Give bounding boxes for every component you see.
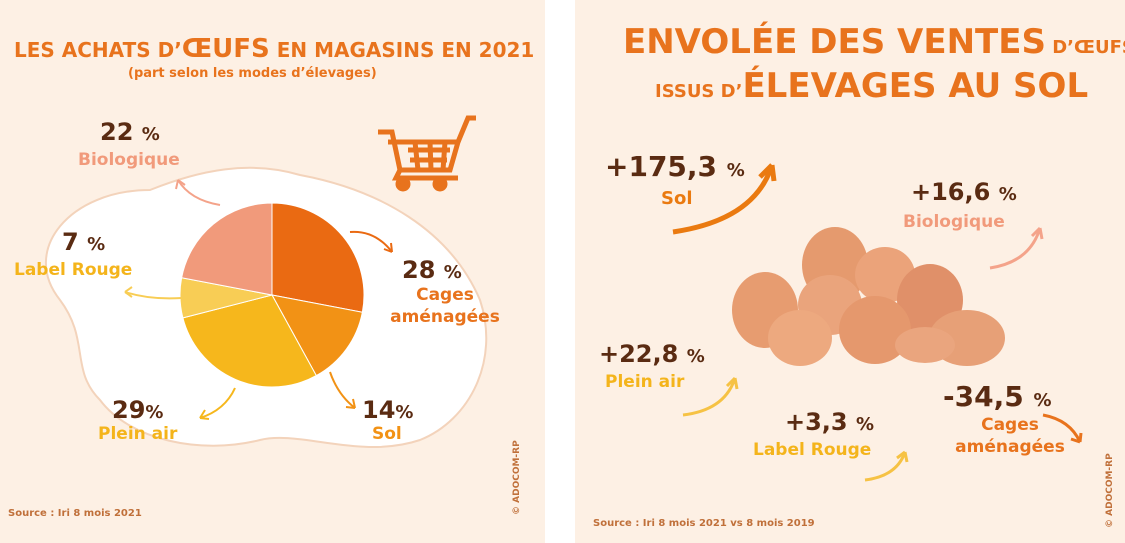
label-bio-change: Biologique (903, 212, 1005, 232)
value-cages-change: -34,5 % (943, 380, 1052, 413)
label-label-rouge: Label Rouge (14, 260, 133, 280)
pie-slice-plein-air (182, 294, 318, 388)
shopping-cart-icon (378, 115, 476, 192)
right-title-line1: ENVOLÉE DES VENTES D’ŒUFS (623, 22, 1125, 62)
right-source: Source : Iri 8 mois 2021 vs 8 mois 2019 (593, 518, 815, 529)
pie-slice-cages-am-nag-es (271, 202, 365, 313)
left-panel: LES ACHATS D’ŒUFS EN MAGASINS EN 2021 (p… (0, 0, 545, 543)
right-title-line2: ISSUS D’ÉLEVAGES AU SOL (655, 66, 1089, 106)
pie-slice-biologique (181, 202, 273, 296)
pie-chart (179, 202, 365, 388)
pie-slice-sol (271, 294, 363, 377)
label-plein-air-change: Plein air (605, 372, 685, 392)
value-cages: 28 % (402, 256, 462, 284)
arrow-sol-up (672, 164, 775, 235)
arrow-label-rouge (124, 291, 183, 300)
value-label-rouge: 7 % (62, 228, 106, 256)
label-biologique: Biologique (78, 150, 180, 170)
left-subtitle: (part selon les modes d’élevages) (128, 66, 377, 81)
label-sol: Sol (372, 424, 402, 444)
arrow-label-rouge-up (864, 451, 907, 482)
right-credit: © ADOCOM-RP (1105, 453, 1115, 528)
arrow-cages-down (1042, 413, 1082, 443)
arrow-bio-up (989, 227, 1042, 270)
value-plein-air-change: +22,8 % (599, 340, 705, 368)
arrow-cages (349, 230, 393, 253)
value-label-rouge-change: +3,3 % (785, 408, 875, 436)
left-title: LES ACHATS D’ŒUFS EN MAGASINS EN 2021 (14, 34, 535, 64)
eggs-image (732, 227, 1005, 366)
label-cages: Cages aménagées (390, 285, 500, 327)
left-source: Source : Iri 8 mois 2021 (8, 508, 142, 519)
right-graphics (672, 163, 1083, 482)
left-graphics (45, 115, 488, 448)
arrow-sol (329, 371, 356, 409)
value-bio-change: +16,6 % (911, 178, 1017, 206)
label-plein-air: Plein air (98, 424, 178, 444)
value-plein-air: 29% (112, 396, 164, 424)
value-biologique: 22 % (100, 118, 160, 146)
label-sol-change: Sol (661, 188, 693, 209)
arrow-biologique (177, 179, 221, 206)
value-sol-change: +175,3 % (605, 150, 745, 183)
label-label-rouge-change: Label Rouge (753, 440, 872, 460)
label-cages-change: Cages aménagées (955, 415, 1065, 457)
arrow-plein-air-up (682, 377, 737, 417)
arrow-plein-air (199, 387, 236, 419)
left-credit: © ADOCOM-RP (512, 440, 522, 515)
value-sol: 14% (362, 396, 414, 424)
right-panel: ENVOLÉE DES VENTES D’ŒUFS ISSUS D’ÉLEVAG… (575, 0, 1125, 543)
